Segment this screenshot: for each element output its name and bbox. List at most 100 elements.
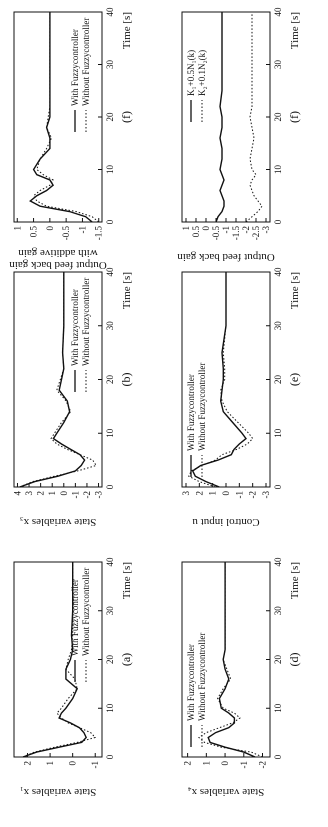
x-tick-label: 30 — [273, 321, 283, 331]
x-tick-label: 30 — [105, 606, 115, 616]
y-tick-label: -2 — [241, 226, 251, 234]
legend-entry: With Fuzzycontroller — [186, 644, 196, 721]
panel-f: 0 10 20 30 40 -1.5 -1 -0.5 0 0.5 1 Time [s] Output f… — [9, 7, 133, 271]
y-tick-label: 0 — [68, 761, 78, 766]
legend-entry: Without Fuzzycontroller — [81, 278, 91, 366]
y-tick-label: -1 — [77, 226, 87, 234]
y-tick-label: 4 — [12, 491, 22, 496]
series-line-solid — [207, 562, 256, 758]
x-tick-label: 20 — [273, 375, 283, 385]
x-tick-label: 0 — [273, 754, 283, 759]
y-tick-label: -1 — [90, 761, 100, 769]
y-tick-label: 0 — [220, 761, 230, 766]
x-tick-label: 0 — [273, 484, 283, 489]
y-tick-label: 0 — [45, 226, 55, 231]
panel-caption: (f) — [119, 111, 133, 123]
legend-entry: With Fuzzycontroller — [70, 289, 80, 366]
legend-entry: Without Fuzzycontroller — [197, 363, 207, 451]
y-tick-label: 3 — [24, 491, 34, 496]
x-axis-label: Time [s] — [289, 272, 301, 309]
x-tick-label: 20 — [273, 112, 283, 122]
y-tick-label: 2 — [36, 491, 46, 496]
legend-entry: With Fuzzycontroller — [70, 29, 80, 106]
y-tick-label: -2 — [82, 491, 92, 499]
y-tick-label: -2.5 — [251, 226, 261, 241]
y-tick-label: -1 — [70, 491, 80, 499]
x-tick-label: 10 — [273, 428, 283, 438]
series-line-dotted — [19, 272, 97, 488]
y-tick-label: 2 — [23, 761, 33, 766]
y-tick-label: 0 — [221, 491, 231, 496]
x-tick-label: 20 — [105, 655, 115, 665]
y-tick-label: -2 — [248, 491, 258, 499]
panel-caption: (a) — [119, 653, 133, 666]
y-tick-label: 0 — [201, 226, 211, 231]
panel-caption: (e) — [287, 373, 301, 386]
panel-a: 0 10 20 30 40 -1 0 1 2 Time [s] State variables x₁… — [13, 557, 133, 798]
x-tick-label: 30 — [105, 60, 115, 70]
y-tick-label: 0 — [59, 491, 69, 496]
x-tick-label: 40 — [105, 267, 115, 277]
y-tick-label: 0.5 — [29, 226, 39, 238]
panel-caption: (b) — [119, 373, 133, 387]
y-tick-label: 2 — [183, 761, 193, 766]
y-tick-label: -1 — [234, 491, 244, 499]
y-tick-label: -1 — [239, 761, 249, 769]
x-tick-label: 40 — [273, 557, 283, 567]
y-tick-label: 3 — [181, 491, 191, 496]
legend-entry: Without Fuzzycontroller — [81, 568, 91, 656]
y-axis-label: State variables x₁ — [20, 786, 97, 798]
y-axis-label: State variables x₃ — [20, 516, 97, 528]
y-tick-label: -3 — [261, 226, 271, 234]
x-tick-label: 40 — [273, 267, 283, 277]
y-tick-label: 1 — [201, 761, 211, 766]
x-axis-label: Time [s] — [289, 562, 301, 599]
x-tick-label: 0 — [273, 219, 283, 224]
x-tick-label: 10 — [105, 165, 115, 175]
y-tick-label: -0.5 — [61, 226, 71, 241]
legend-entry: K₁+0.5N₁(k) — [186, 50, 196, 96]
x-tick-label: 10 — [105, 428, 115, 438]
x-tick-label: 30 — [273, 606, 283, 616]
y-tick-label: -1.5 — [231, 226, 241, 241]
panel-caption: (f) — [287, 111, 301, 123]
x-tick-label: 30 — [273, 60, 283, 70]
legend-entry: Without Fuzzycontroller — [81, 18, 91, 106]
y-tick-label: 1 — [47, 491, 57, 496]
series-line-dotted — [198, 562, 263, 758]
x-axis-label: Time [s] — [121, 272, 133, 309]
x-tick-label: 20 — [273, 655, 283, 665]
axes-frame — [181, 11, 271, 223]
x-tick-label: 20 — [105, 375, 115, 385]
y-tick-label: -0.5 — [211, 226, 221, 241]
series-line-dotted — [188, 272, 254, 488]
panel-caption: (d) — [287, 653, 301, 667]
x-tick-label: 10 — [273, 165, 283, 175]
series-line-solid — [215, 12, 225, 223]
y-tick-label: -3 — [94, 491, 104, 499]
x-tick-label: 40 — [105, 7, 115, 17]
x-tick-label: 40 — [273, 7, 283, 17]
legend-entry: With Fuzzycontroller — [70, 579, 80, 656]
x-tick-label: 0 — [105, 219, 115, 224]
series-line-solid — [19, 272, 86, 488]
y-axis-label-line2: with additive gain — [18, 247, 98, 259]
x-tick-label: 0 — [105, 754, 115, 759]
y-tick-label: 1 — [45, 761, 55, 766]
x-axis-label: Time [s] — [289, 12, 301, 49]
panel-d: 0 10 20 30 40 -2 -1 0 1 2 Time [s] State variables … — [181, 557, 301, 798]
x-tick-label: 0 — [105, 484, 115, 489]
series-line-solid — [29, 12, 93, 223]
y-tick-label: -1.5 — [94, 226, 104, 241]
legend-entry: K₂+0.1N₂(k) — [197, 50, 207, 96]
legend-entry: Without Fuzzycontroller — [197, 633, 207, 721]
y-axis-label: State variables x₄ — [188, 786, 265, 798]
y-tick-label: 1 — [208, 491, 218, 496]
x-tick-label: 40 — [105, 557, 115, 567]
y-tick-label: -3 — [261, 491, 271, 499]
